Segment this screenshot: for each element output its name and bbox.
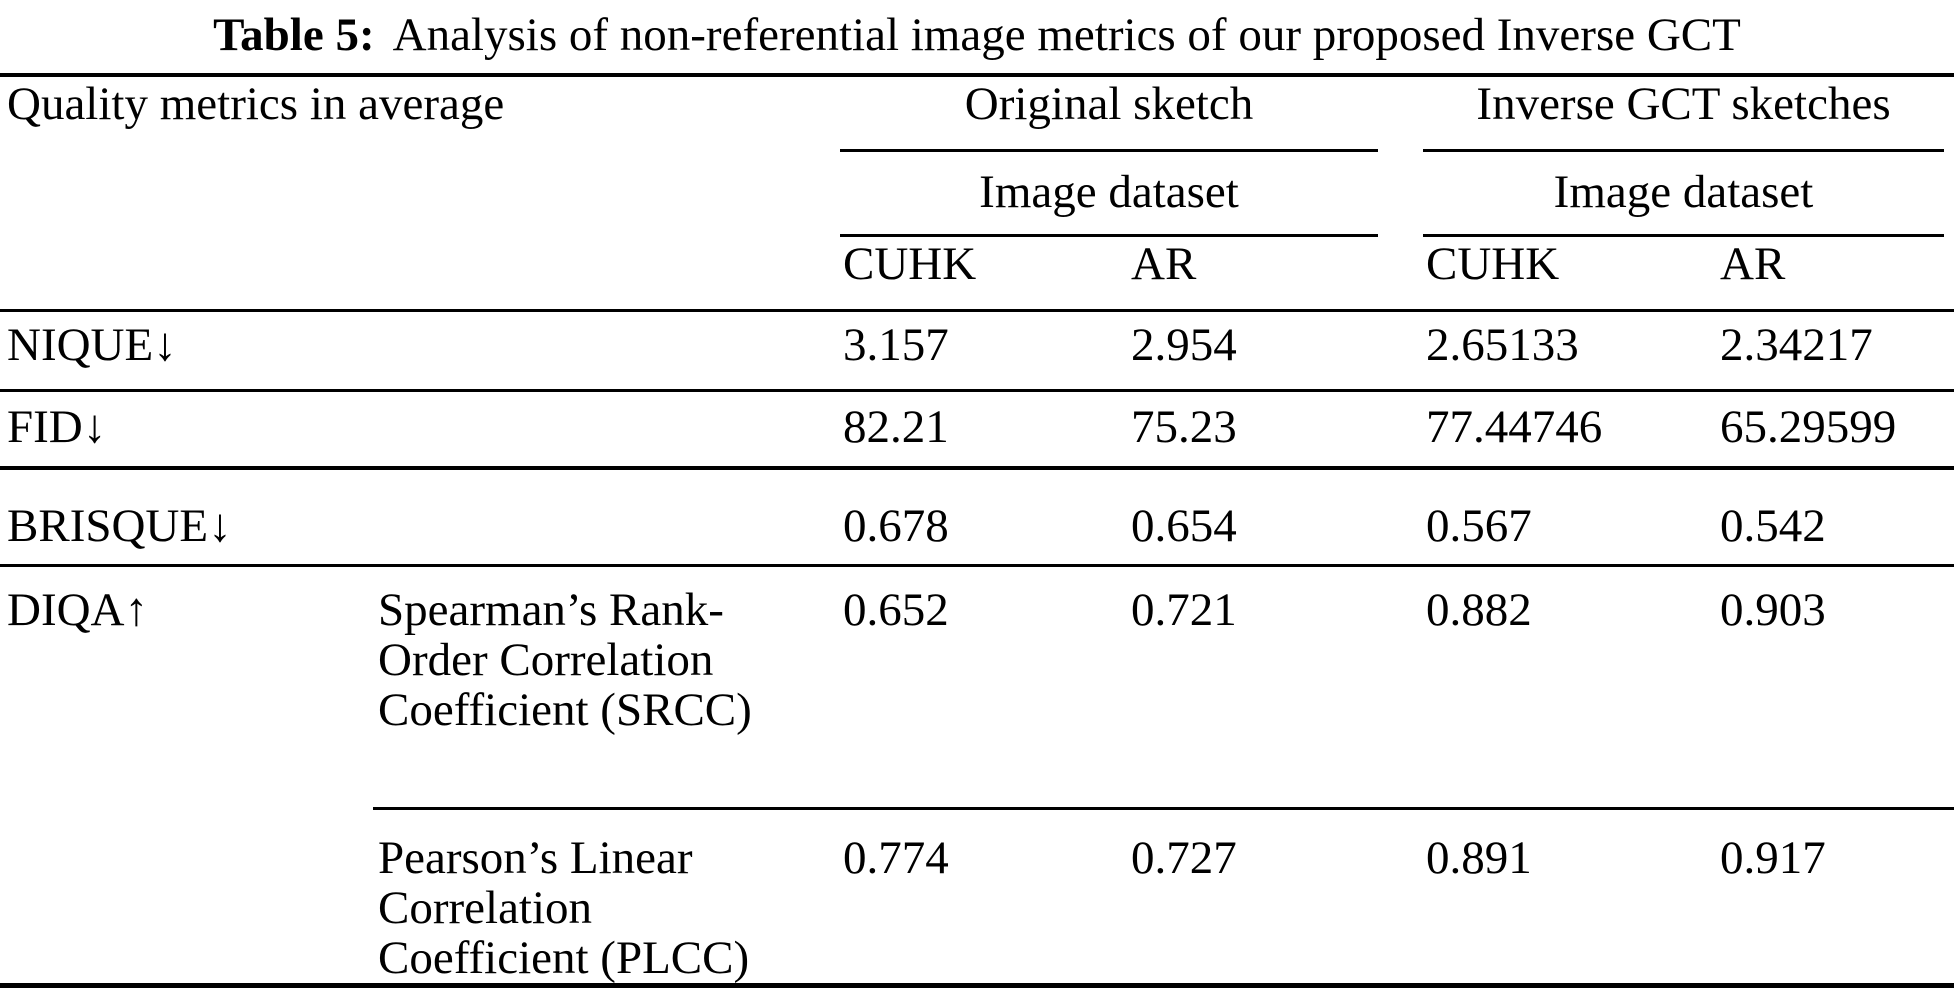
submetric-label-plcc: Pearson’s Linear Correlation Coefficient…: [378, 832, 750, 984]
header-row-datasets: CUHK AR CUHK AR: [0, 237, 1954, 312]
value-cell: 0.652: [840, 567, 1128, 810]
value-cell: 0.917: [1717, 810, 1954, 988]
caption-text: Analysis of non-referential image metric…: [392, 9, 1741, 61]
row-diqa-srcc: DIQA↑ Spearman’s Rank-Order Correlation …: [0, 567, 1954, 810]
value-cell: 3.157: [840, 312, 1128, 392]
submetric-label-cell: Pearson’s Linear Correlation Coefficient…: [373, 810, 840, 988]
row-diqa-plcc: Pearson’s Linear Correlation Coefficient…: [0, 810, 1954, 988]
metric-label: DIQA↑: [7, 584, 148, 636]
submetric-label-srcc: Spearman’s Rank-Order Correlation Coeffi…: [378, 584, 752, 736]
metrics-table: Quality metrics in average Original sket…: [0, 73, 1954, 988]
group-header-original-sketch: Original sketch: [840, 77, 1379, 152]
value-cell: 0.727: [1128, 810, 1424, 988]
value-cell: 2.65133: [1423, 312, 1718, 392]
value-cell: 2.954: [1128, 312, 1424, 392]
group-header-inverse-gct-cell: Inverse GCT sketches: [1423, 73, 1954, 152]
subheader-image-dataset-original-cell: Image dataset: [840, 152, 1423, 237]
empty-cell: [0, 237, 840, 312]
metric-label: BRISQUE↓: [0, 470, 373, 567]
value-cell: 0.654: [1128, 470, 1424, 567]
group-header-original-sketch-cell: Original sketch: [840, 73, 1424, 152]
row-nique: NIQUE↓ 3.157 2.954 2.65133 2.34217: [0, 312, 1954, 392]
row-fid: FID↓ 82.21 75.23 77.44746 65.29599: [0, 392, 1954, 470]
value-cell: 0.678: [840, 470, 1128, 567]
subheader-image-dataset-inverse: Image dataset: [1423, 152, 1945, 237]
value-cell: 75.23: [1128, 392, 1424, 470]
value-cell: 0.891: [1423, 810, 1718, 988]
empty-cell: [373, 392, 840, 470]
group-header-inverse-gct: Inverse GCT sketches: [1423, 77, 1945, 152]
value-cell: 65.29599: [1717, 392, 1954, 470]
empty-cell: [0, 152, 840, 237]
header-row-image-dataset: Image dataset Image dataset: [0, 152, 1954, 237]
value-cell: 0.542: [1717, 470, 1954, 567]
submetric-label-cell: Spearman’s Rank-Order Correlation Coeffi…: [373, 567, 840, 810]
value-cell: 0.903: [1717, 567, 1954, 810]
value-cell: 82.21: [840, 392, 1128, 470]
column-header-ar-original: AR: [1128, 237, 1424, 312]
header-row-groups: Quality metrics in average Original sket…: [0, 73, 1954, 152]
subheader-image-dataset-inverse-cell: Image dataset: [1423, 152, 1954, 237]
empty-cell: [373, 470, 840, 567]
row-brisque: BRISQUE↓ 0.678 0.654 0.567 0.542: [0, 470, 1954, 567]
caption-label: Table 5:: [213, 9, 375, 61]
column-header-cuhk-original: CUHK: [840, 237, 1128, 312]
column-header-quality-metrics: Quality metrics in average: [0, 73, 840, 152]
metric-label: NIQUE↓: [0, 312, 373, 392]
table-caption: Table 5: Analysis of non-referential imag…: [0, 6, 1954, 64]
value-cell: 0.721: [1128, 567, 1424, 810]
value-cell: 0.774: [840, 810, 1128, 988]
value-cell: 77.44746: [1423, 392, 1718, 470]
column-header-cuhk-inverse: CUHK: [1423, 237, 1718, 312]
empty-cell: [0, 810, 373, 988]
empty-cell: [373, 312, 840, 392]
subheader-image-dataset-original: Image dataset: [840, 152, 1379, 237]
metric-label: FID↓: [0, 392, 373, 470]
value-cell: 2.34217: [1717, 312, 1954, 392]
value-cell: 0.882: [1423, 567, 1718, 810]
column-header-ar-inverse: AR: [1717, 237, 1954, 312]
value-cell: 0.567: [1423, 470, 1718, 567]
